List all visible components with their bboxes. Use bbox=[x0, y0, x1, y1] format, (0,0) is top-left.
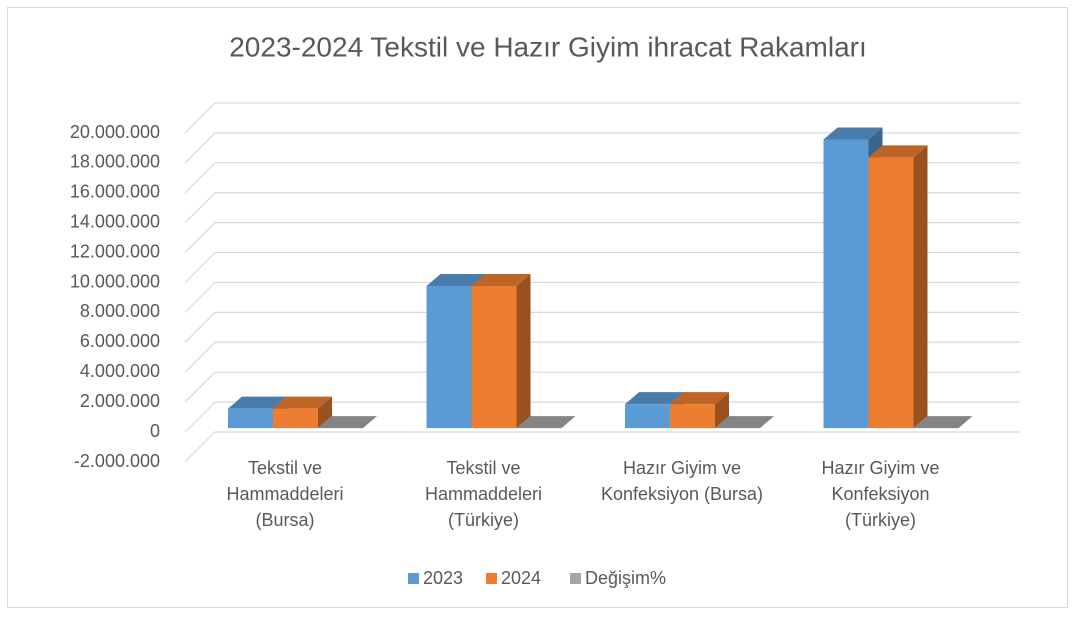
bar-top bbox=[868, 145, 928, 158]
bar-top bbox=[625, 392, 684, 405]
bar-top bbox=[913, 416, 973, 429]
bar-top bbox=[823, 127, 883, 140]
y-tick-label: 8.000.000 bbox=[80, 301, 160, 321]
legend-swatch bbox=[408, 573, 419, 584]
grid-line bbox=[184, 251, 1020, 283]
grid-line bbox=[184, 102, 1020, 134]
bar-top bbox=[273, 396, 332, 409]
bar bbox=[228, 408, 273, 429]
bar-top bbox=[715, 416, 774, 429]
bar bbox=[868, 157, 914, 429]
grid-line bbox=[184, 132, 1020, 164]
grid-line bbox=[184, 162, 1020, 194]
bar bbox=[625, 404, 670, 429]
grid-line bbox=[184, 371, 1020, 403]
y-tick-label: 0 bbox=[150, 421, 160, 441]
y-tick-label: 2.000.000 bbox=[80, 391, 160, 411]
bar bbox=[426, 286, 472, 429]
bar-side bbox=[715, 392, 729, 429]
bar-side bbox=[318, 396, 332, 429]
x-tick-label: Hazır Giyim ve Konfeksiyon (Bursa) bbox=[600, 458, 764, 504]
bar bbox=[273, 408, 318, 429]
y-tick-label: 20.000.000 bbox=[70, 122, 160, 142]
bar-top bbox=[471, 274, 531, 287]
grid-line bbox=[184, 222, 1020, 254]
legend-label: 2024 bbox=[501, 568, 541, 588]
bar-side bbox=[913, 145, 928, 429]
grid-line bbox=[184, 311, 1020, 343]
bar-top bbox=[426, 274, 486, 287]
legend-swatch bbox=[570, 573, 581, 584]
x-tick-label: Tekstil ve Hammaddeleri (Bursa) bbox=[226, 458, 344, 530]
bar-top bbox=[670, 392, 729, 405]
bar bbox=[823, 139, 869, 429]
bar-top bbox=[228, 396, 287, 409]
y-tick-label: 18.000.000 bbox=[70, 152, 160, 172]
y-tick-label: 6.000.000 bbox=[80, 331, 160, 351]
grid-line bbox=[184, 341, 1020, 373]
y-tick-label: 10.000.000 bbox=[70, 271, 160, 291]
y-tick-label: 14.000.000 bbox=[70, 211, 160, 231]
bar-top bbox=[516, 416, 576, 429]
grid-line bbox=[184, 192, 1020, 224]
grid-line bbox=[184, 401, 1020, 433]
y-tick-label: 4.000.000 bbox=[80, 361, 160, 381]
grid-line bbox=[184, 281, 1020, 313]
y-tick-label: 12.000.000 bbox=[70, 241, 160, 261]
legend-label: Değişim% bbox=[585, 568, 666, 588]
legend-swatch bbox=[486, 573, 497, 584]
bar-side bbox=[516, 274, 531, 429]
bar bbox=[471, 286, 517, 429]
y-tick-label: -2.000.000 bbox=[74, 451, 160, 471]
y-tick-label: 16.000.000 bbox=[70, 182, 160, 202]
legend-label: 2023 bbox=[423, 568, 463, 588]
x-tick-label: Hazır Giyim ve Konfeksiyon (Türkiye) bbox=[821, 458, 940, 530]
chart-title: 2023-2024 Tekstil ve Hazır Giyim ihracat… bbox=[229, 31, 867, 62]
bar bbox=[670, 404, 715, 429]
bar-top bbox=[318, 416, 377, 429]
grid-line bbox=[184, 431, 1020, 463]
x-tick-label: Tekstil ve Hammaddeleri (Türkiye) bbox=[424, 458, 543, 530]
